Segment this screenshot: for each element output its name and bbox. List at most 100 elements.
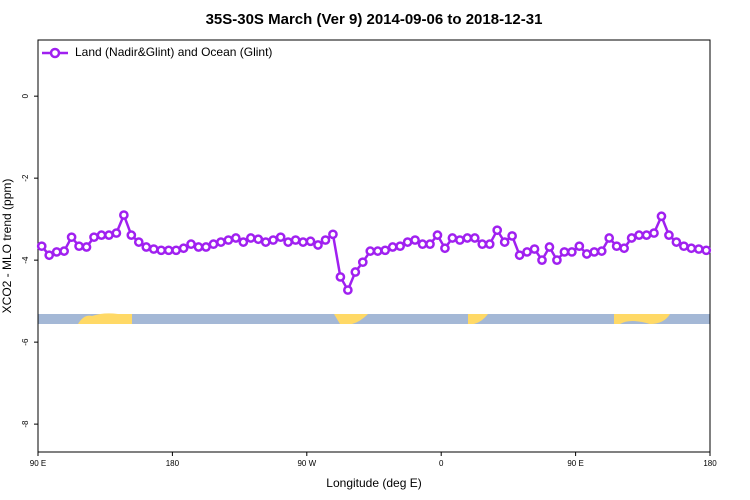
data-point <box>447 233 458 243</box>
data-point <box>238 237 249 247</box>
data-point <box>604 233 615 243</box>
data-point <box>290 235 301 245</box>
x-tick-label: 180 <box>703 459 717 468</box>
data-point <box>649 228 659 238</box>
data-point <box>320 235 331 245</box>
data-point <box>44 250 55 261</box>
data-point <box>178 243 189 254</box>
data-point <box>387 242 398 252</box>
ocean-band <box>38 314 710 324</box>
legend-label: Land (Nadir&Glint) and Ocean (Glint) <box>75 45 272 59</box>
data-point <box>559 247 570 257</box>
data-point <box>395 241 405 252</box>
data-point <box>275 232 286 243</box>
y-axis-label: XCO2 - MLO trend (ppm) <box>0 179 14 314</box>
data-point <box>425 239 435 250</box>
data-point <box>141 242 152 252</box>
data-point <box>656 211 667 222</box>
data-point <box>126 230 137 240</box>
data-point <box>36 241 47 252</box>
x-axis-label: Longitude (deg E) <box>326 476 421 490</box>
data-point <box>552 255 562 265</box>
data-point <box>574 241 585 252</box>
data-point <box>581 249 592 259</box>
data-point <box>343 285 353 295</box>
land <box>334 314 368 324</box>
data-point <box>440 243 450 254</box>
data-point <box>567 247 577 257</box>
y-tick-label: -4 <box>21 256 30 264</box>
data-point <box>193 242 204 252</box>
land <box>614 314 670 324</box>
data-point <box>305 236 316 247</box>
x-tick-label: 90 W <box>297 459 316 468</box>
data-point <box>455 235 465 245</box>
data-point <box>313 240 323 250</box>
data-point <box>156 245 167 256</box>
data-point <box>432 230 443 240</box>
x-tick-label: 180 <box>166 459 180 468</box>
data-point <box>701 245 712 256</box>
data-point <box>469 233 480 243</box>
data-point <box>89 232 99 243</box>
data-point <box>522 247 532 257</box>
data-point <box>133 237 144 247</box>
data-point <box>357 257 368 268</box>
data-point <box>328 229 338 240</box>
data-point <box>492 225 503 236</box>
data-point <box>283 237 293 247</box>
data-point <box>171 245 181 256</box>
data-point <box>96 230 107 240</box>
data-point <box>626 233 637 243</box>
legend-marker <box>49 47 61 59</box>
data-point <box>529 244 540 254</box>
data-point <box>66 232 77 243</box>
data-point <box>619 243 629 254</box>
data-point <box>111 228 122 238</box>
data-point <box>74 241 84 252</box>
data-point <box>104 230 114 240</box>
data-point <box>350 267 361 277</box>
data-point <box>148 244 159 254</box>
data-point <box>51 247 62 257</box>
data-point <box>693 244 704 254</box>
data-point <box>499 237 510 247</box>
data-point <box>216 237 226 247</box>
x-tick-label: 90 E <box>567 459 583 468</box>
data-point <box>201 242 211 252</box>
data-point <box>462 233 473 243</box>
data-point <box>365 246 376 256</box>
data-point <box>537 255 547 265</box>
data-point <box>163 245 174 256</box>
data-point <box>231 233 241 243</box>
x-tick-label: 90 E <box>30 459 46 468</box>
data-point <box>641 230 652 240</box>
data-point <box>298 237 308 247</box>
land <box>468 314 488 324</box>
data-point <box>596 246 607 256</box>
data-point <box>268 235 279 245</box>
data-point <box>335 272 346 282</box>
data-point <box>477 239 488 250</box>
data-point <box>402 237 413 247</box>
data-point <box>253 234 264 245</box>
data-point <box>59 246 69 256</box>
data-point <box>410 235 420 245</box>
y-tick-label: -8 <box>21 420 30 428</box>
data-point <box>372 246 383 256</box>
data-point <box>589 247 600 257</box>
data-point <box>514 250 525 261</box>
data-point <box>186 239 196 250</box>
data-point <box>664 230 674 240</box>
data-point <box>679 241 689 252</box>
data-point <box>208 239 219 250</box>
data-point <box>634 230 644 240</box>
y-tick-label: -2 <box>21 174 30 182</box>
data-point <box>380 245 391 256</box>
y-tick-label: 0 <box>21 93 30 98</box>
land <box>78 313 132 324</box>
land-ocean-strip <box>38 313 710 324</box>
y-tick-label: -6 <box>21 338 30 346</box>
chart-title: 35S-30S March (Ver 9) 2014-09-06 to 2018… <box>206 11 543 28</box>
